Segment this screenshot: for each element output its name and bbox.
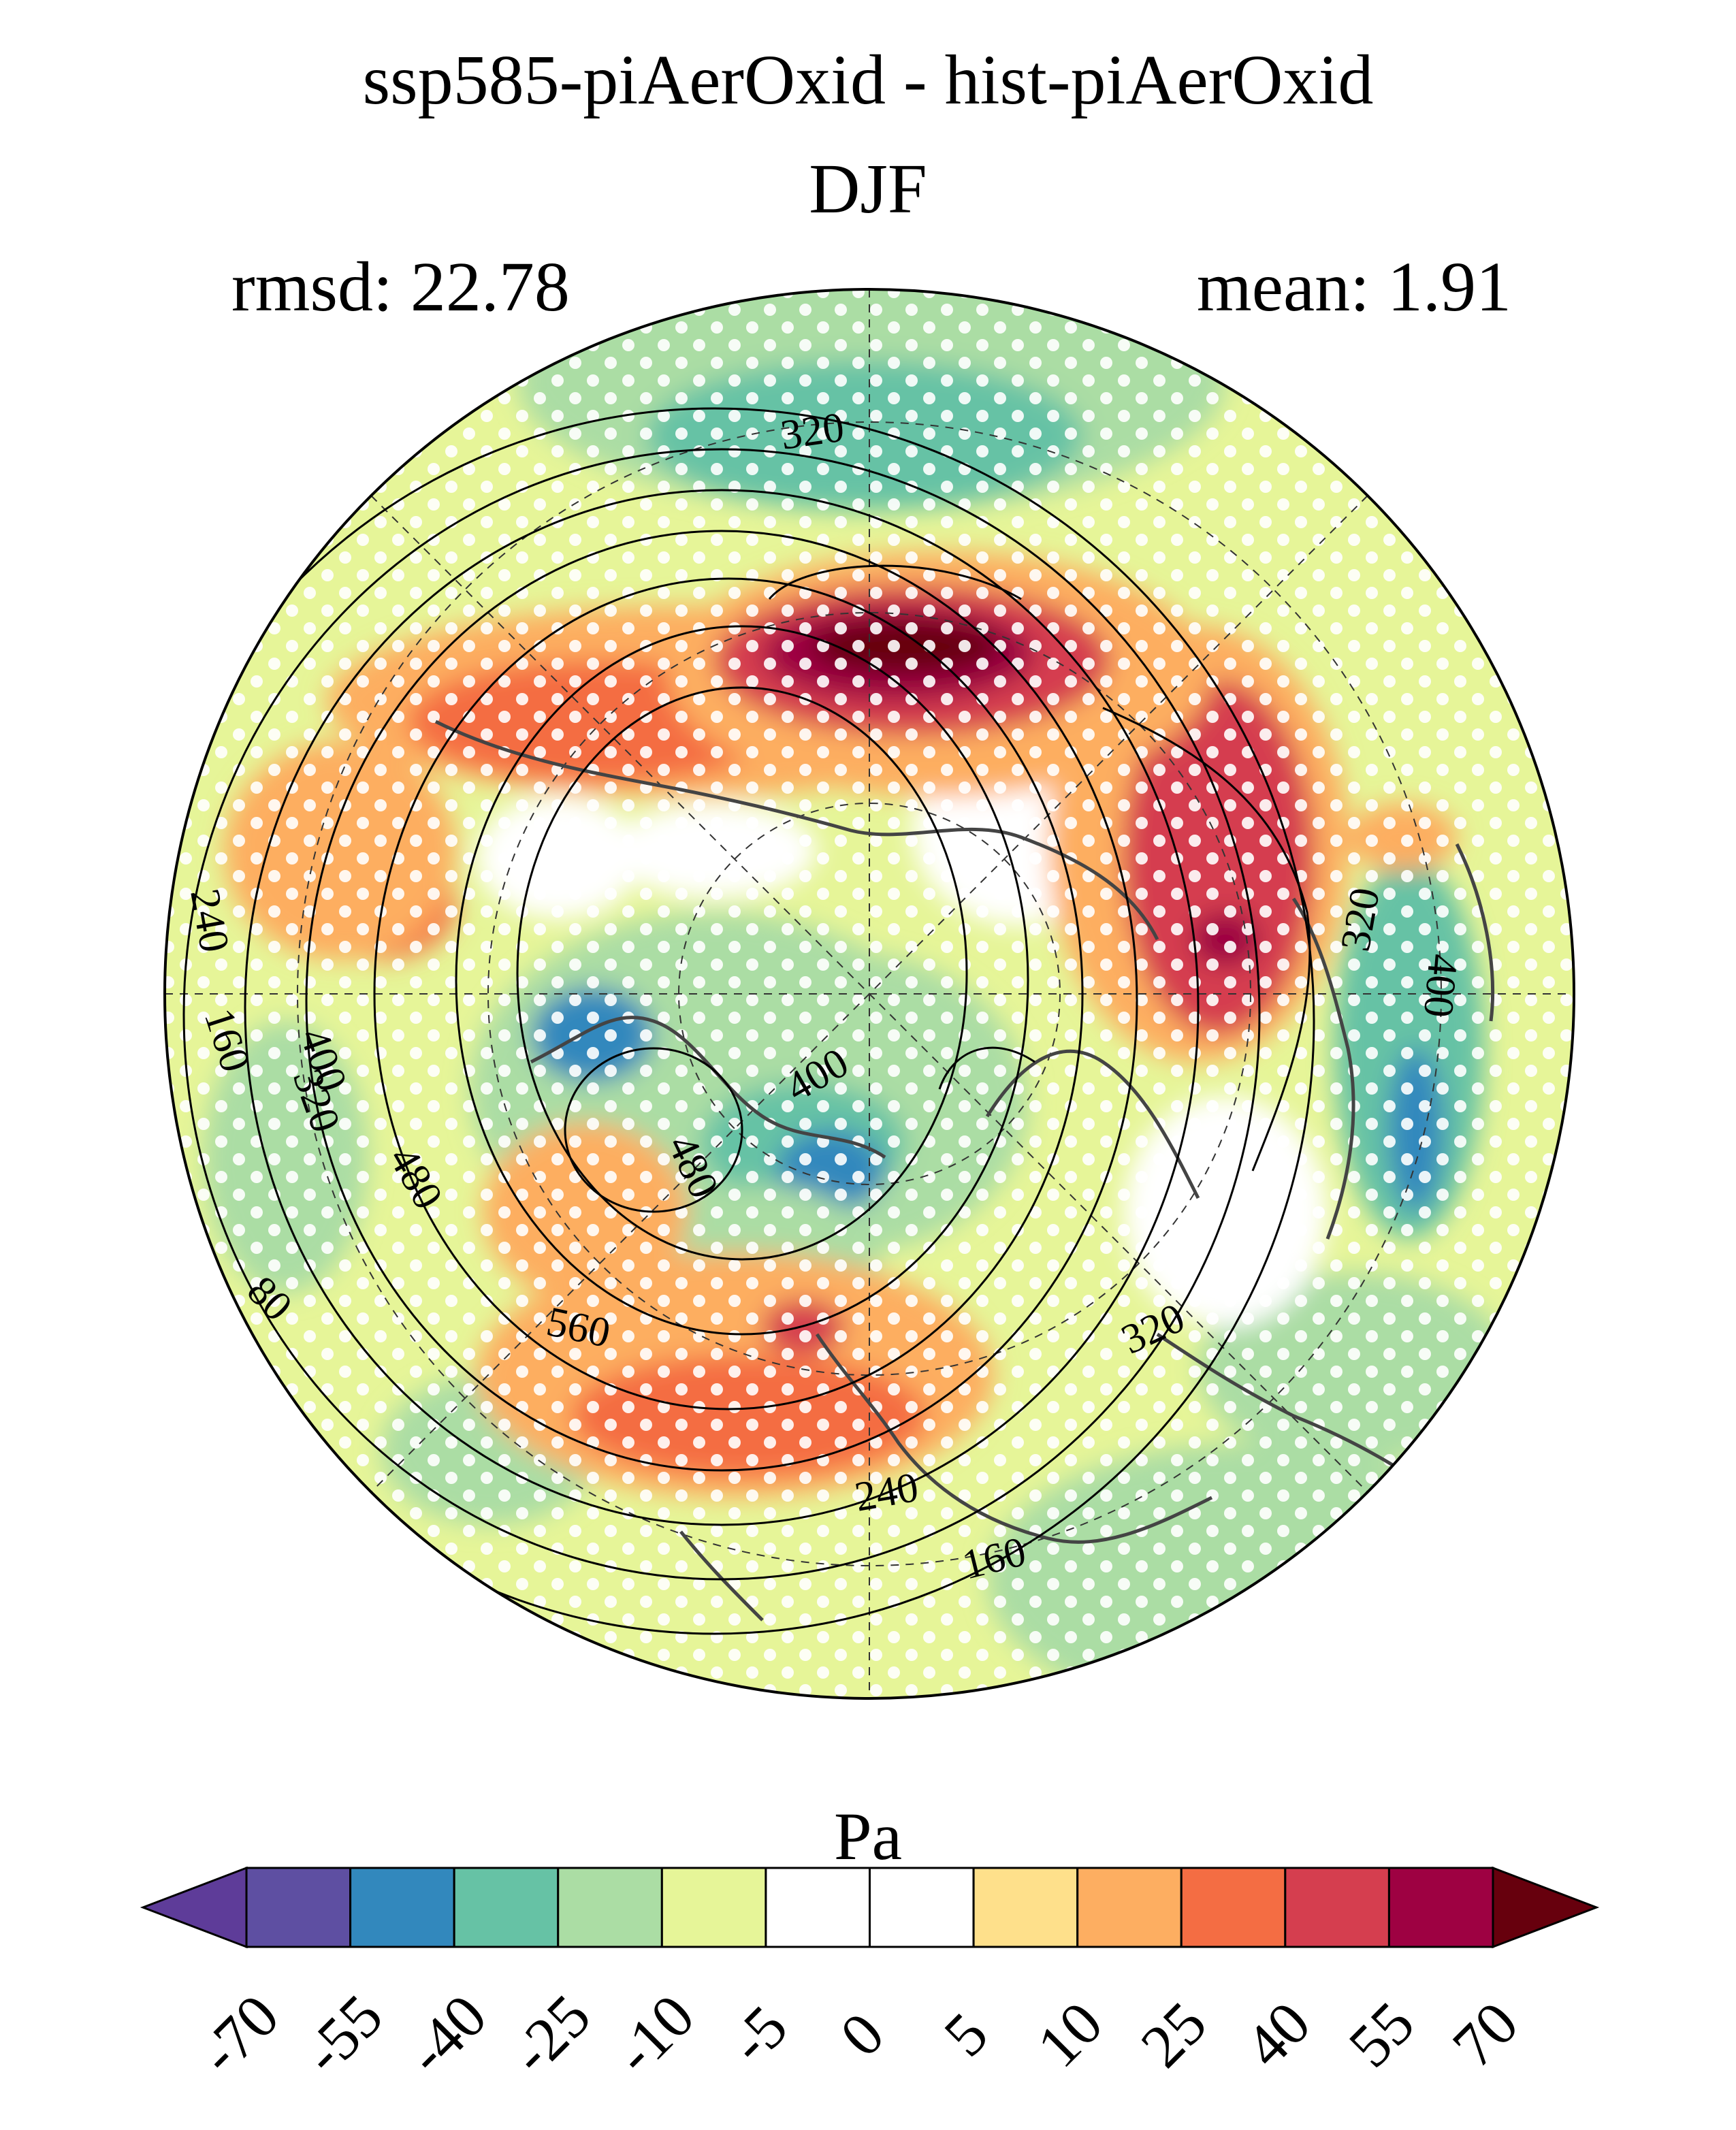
colorbar-tick-label: 55 bbox=[1336, 1989, 1428, 2080]
colorbar-box bbox=[245, 1867, 352, 1948]
colorbar: -70-55-40-25-10 -5 0 5 10 25 40 55 70 bbox=[140, 1866, 1600, 2088]
colorbar-box bbox=[660, 1867, 767, 1948]
colorbar-tick-label: 25 bbox=[1129, 1989, 1220, 2080]
contour-label: 240 bbox=[852, 1464, 922, 1521]
colorbar-tick-label: -10 bbox=[602, 1982, 707, 2088]
colorbar-box bbox=[1387, 1867, 1494, 1948]
colorbar-box bbox=[1076, 1867, 1183, 1948]
colorbar-box bbox=[453, 1867, 560, 1948]
colorbar-tick-label: -70 bbox=[187, 1982, 292, 2088]
map-field bbox=[165, 289, 1574, 1698]
colorbar-box bbox=[869, 1867, 975, 1948]
colorbar-tick-label: -25 bbox=[498, 1982, 603, 2088]
contour-label: 240 bbox=[181, 886, 238, 956]
colorbar-tick-label: 70 bbox=[1440, 1989, 1531, 2080]
colorbar-tick-label: -55 bbox=[290, 1982, 396, 2088]
colorbar-box bbox=[349, 1867, 455, 1948]
colorbar-left-arrow bbox=[140, 1866, 248, 1949]
colorbar-tick-label: 5 bbox=[931, 2000, 1001, 2069]
colorbar-box bbox=[765, 1867, 871, 1948]
season-label: DJF bbox=[809, 150, 927, 228]
mean-label: mean: 1.91 bbox=[1196, 248, 1511, 326]
colorbar-tick-label: 40 bbox=[1232, 1989, 1323, 2080]
rmsd-label: rmsd: 22.78 bbox=[231, 248, 570, 326]
map-boundary bbox=[163, 288, 1575, 1700]
colorbar-unit: Pa bbox=[834, 1798, 902, 1874]
colorbar-tick-label: 10 bbox=[1025, 1989, 1116, 2080]
map-title: ssp585-piAerOxid - hist-piAerOxid bbox=[362, 41, 1374, 119]
colorbar-box bbox=[972, 1867, 1079, 1948]
colorbar-tick-label: -40 bbox=[394, 1982, 500, 2088]
colorbar-box bbox=[1284, 1867, 1390, 1948]
colorbar-tick-label: -5 bbox=[717, 1993, 801, 2077]
polar-map: 320 240 160 400 320 480 80 560 480 400 3… bbox=[163, 288, 1575, 1700]
colorbar-box bbox=[557, 1867, 663, 1948]
colorbar-box bbox=[1180, 1867, 1287, 1948]
colorbar-right-arrow bbox=[1492, 1866, 1600, 1949]
colorbar-tick-label: 0 bbox=[828, 2000, 897, 2069]
contour-label: 320 bbox=[777, 404, 847, 459]
contour-label: 320 bbox=[1332, 884, 1389, 954]
contour-label: 400 bbox=[1415, 952, 1466, 1020]
